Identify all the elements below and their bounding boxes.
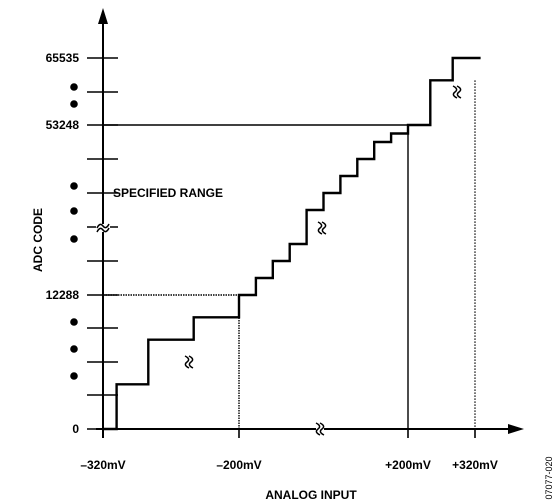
y-axis-arrow	[98, 8, 108, 24]
x-tick-label-2: +200mV	[385, 458, 431, 472]
transfer-step-line	[103, 56, 481, 431]
y-axis-break	[96, 223, 110, 233]
ellipsis-dot-0	[70, 83, 78, 91]
figure-id: 07077-020	[544, 456, 554, 499]
guide-lines	[103, 80, 476, 429]
x-tick-labels: –320mV –200mV +200mV +320mV	[80, 458, 498, 472]
axis-ticks	[87, 57, 476, 438]
ellipsis-dots	[70, 83, 78, 380]
ellipsis-dot-5	[70, 318, 78, 326]
ellipsis-dot-6	[70, 345, 78, 353]
axes	[96, 8, 524, 438]
x-tick-label-1: –200mV	[216, 458, 261, 472]
ellipsis-dot-7	[70, 372, 78, 380]
x-tick-label-0: –320mV	[80, 458, 125, 472]
ellipsis-dot-1	[70, 100, 78, 108]
ellipsis-dot-3	[70, 207, 78, 215]
series-break-2	[317, 221, 327, 235]
y-tick-label-3: 65535	[46, 51, 80, 65]
series-break-1	[184, 355, 194, 369]
y-tick-label-2: 53248	[46, 118, 80, 132]
x-axis-break	[315, 422, 325, 436]
ellipsis-dot-2	[70, 182, 78, 190]
x-axis-arrow	[508, 424, 524, 434]
x-axis-title: ANALOG INPUT	[265, 488, 357, 502]
y-tick-label-0: 0	[72, 422, 79, 436]
specified-range-label: SPECIFIED RANGE	[113, 186, 223, 200]
ellipsis-dot-4	[70, 235, 78, 243]
y-tick-label-1: 12288	[46, 288, 80, 302]
y-axis-title: ADC CODE	[31, 208, 45, 272]
axis-break-marks	[96, 223, 325, 436]
x-tick-label-3: +320mV	[452, 458, 498, 472]
series-break-3	[452, 85, 462, 99]
y-tick-labels: 0 12288 53248 65535	[46, 51, 80, 436]
series-break-marks	[184, 85, 462, 369]
